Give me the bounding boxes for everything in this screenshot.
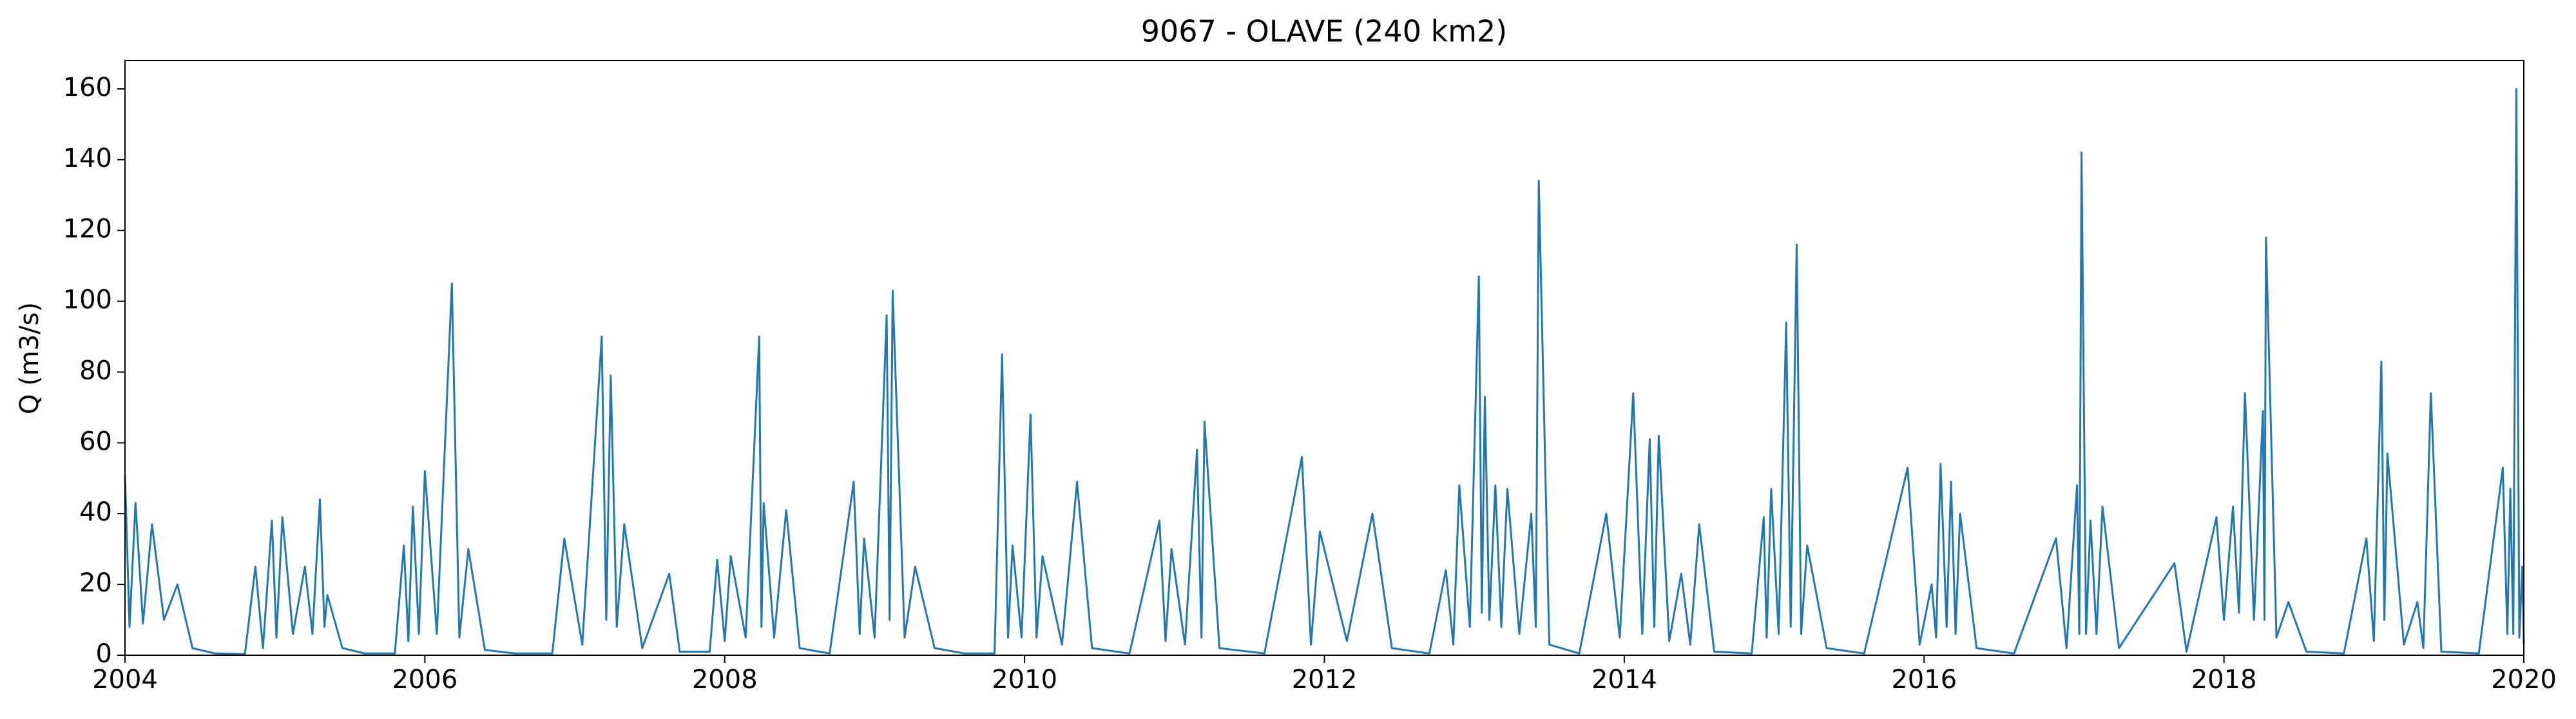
y-tick-label: 80 (79, 356, 112, 385)
y-tick-label: 60 (79, 427, 112, 456)
data-line (124, 88, 2525, 655)
x-tick-label: 2012 (1292, 665, 1358, 695)
y-tick-label: 120 (63, 215, 112, 244)
x-tick-label: 2010 (992, 665, 1057, 695)
x-tick-label: 2014 (1591, 665, 1657, 695)
y-tick-label: 100 (63, 285, 112, 315)
x-tick-label: 2004 (92, 665, 158, 695)
y-tick-label: 140 (63, 144, 112, 173)
x-tick-label: 2006 (392, 665, 457, 695)
y-tick-label: 160 (63, 73, 112, 102)
x-tick-label: 2020 (2491, 665, 2557, 695)
y-tick-label: 20 (79, 568, 112, 598)
y-tick-label: 0 (96, 639, 112, 669)
x-tick-label: 2018 (2191, 665, 2257, 695)
chart-title: 9067 - OLAVE (240 km2) (1141, 14, 1508, 49)
plot-frame (124, 60, 2524, 656)
y-axis-label: Q (m3/s) (15, 302, 44, 414)
x-tick-label: 2008 (692, 665, 758, 695)
y-tick-label: 40 (79, 497, 112, 527)
x-tick-label: 2016 (1891, 665, 1957, 695)
